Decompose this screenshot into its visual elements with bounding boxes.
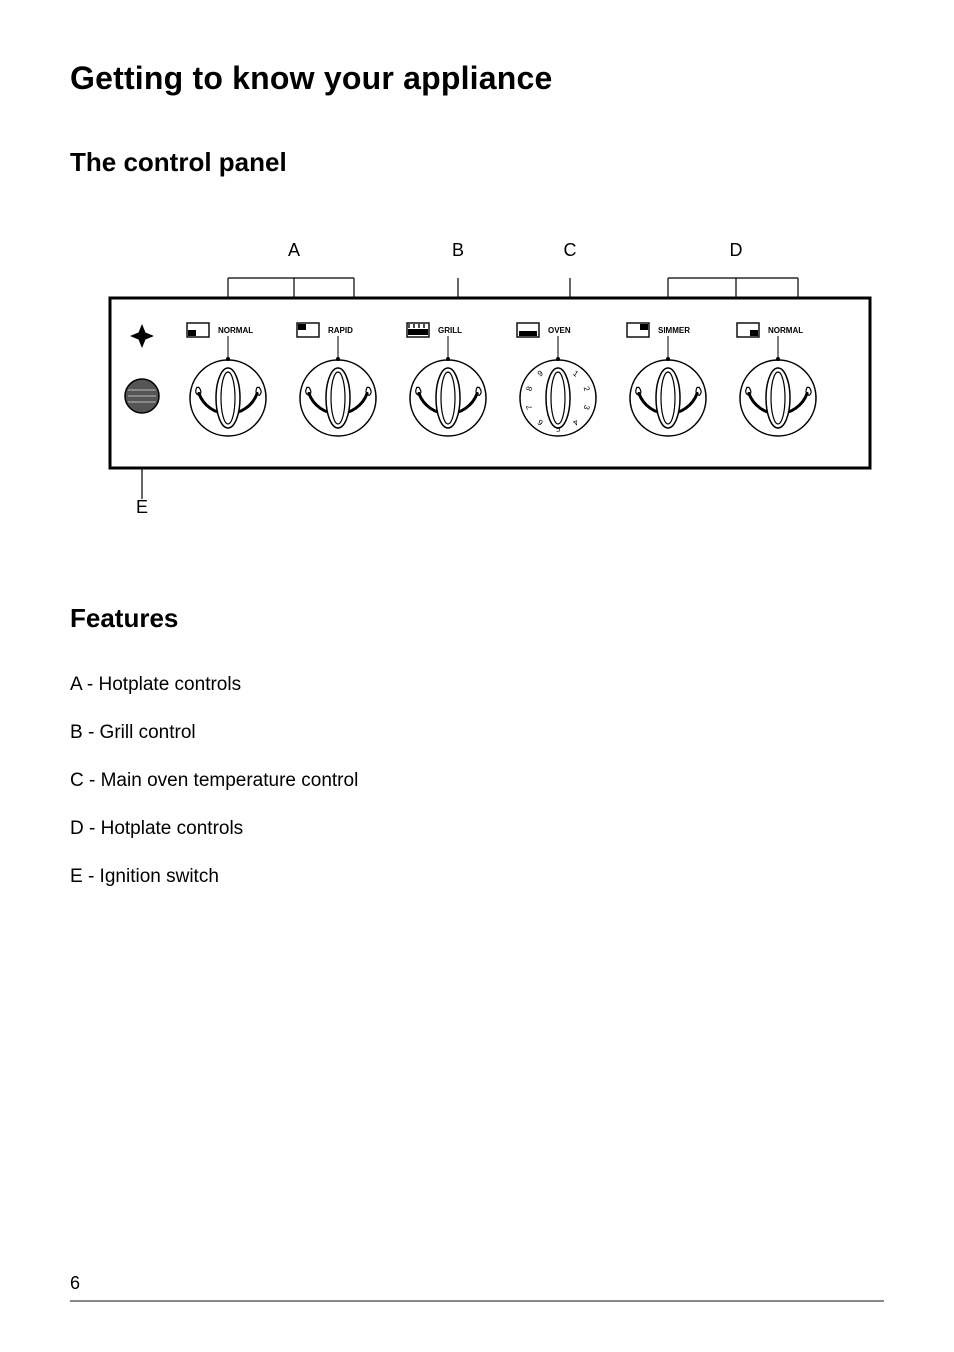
feature-item: A - Hotplate controls [70, 674, 884, 696]
feature-item: D - Hotplate controls [70, 818, 884, 840]
svg-text:NORMAL: NORMAL [768, 326, 803, 335]
feature-item: E - Ignition switch [70, 866, 884, 888]
control-panel-diagram: ABCDENORMALRAPIDGRILLOVEN123456789SIMMER… [80, 238, 900, 543]
page: Getting to know your appliance The contr… [0, 0, 954, 1352]
features-list: A - Hotplate controls B - Grill control … [70, 674, 884, 888]
svg-text:RAPID: RAPID [328, 326, 353, 335]
svg-text:C: C [564, 240, 577, 260]
svg-text:GRILL: GRILL [438, 326, 462, 335]
section-features-title: Features [70, 603, 884, 634]
feature-item: B - Grill control [70, 722, 884, 744]
svg-text:B: B [452, 240, 464, 260]
svg-text:SIMMER: SIMMER [658, 326, 690, 335]
page-footer: 6 [70, 1273, 884, 1302]
svg-text:D: D [730, 240, 743, 260]
svg-text:E: E [136, 497, 148, 517]
feature-item: C - Main oven temperature control [70, 770, 884, 792]
svg-text:NORMAL: NORMAL [218, 326, 253, 335]
page-title: Getting to know your appliance [70, 60, 884, 97]
svg-text:OVEN: OVEN [548, 326, 571, 335]
page-number: 6 [70, 1273, 884, 1294]
footer-rule [70, 1300, 884, 1302]
svg-text:A: A [288, 240, 300, 260]
section-control-panel-title: The control panel [70, 147, 884, 178]
